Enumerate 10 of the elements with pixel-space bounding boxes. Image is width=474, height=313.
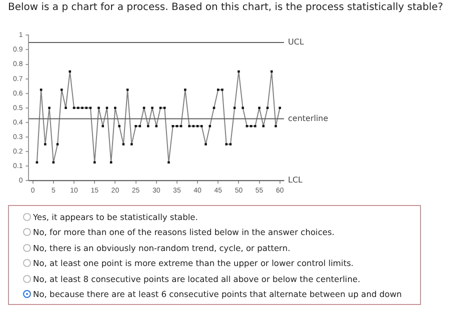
text: No, at least one point is more extreme than the upper or lower control limits.: [33, 258, 354, 268]
text: No, there is an obviously non-random trend, cycle, or pattern.: [33, 242, 290, 253]
chart-title: Below is a p chart for a process. Based on this chart, is the process statistically stable?: [8, 2, 444, 13]
ref-line-label: centerline: [288, 114, 328, 123]
ref-line-label: LCL: [288, 176, 304, 185]
text: Yes, it appears to be statistically stable.: [33, 212, 198, 222]
text: No, because there are at least 6 consecutive points that alternate between up and down: [33, 289, 402, 300]
text: No, at least 8 consecutive points are located all above or below the centerline.: [33, 274, 360, 284]
ref-line-label: UCL: [288, 38, 304, 47]
text: No, for more than one of the reasons listed below in the answer choices.: [33, 227, 334, 238]
